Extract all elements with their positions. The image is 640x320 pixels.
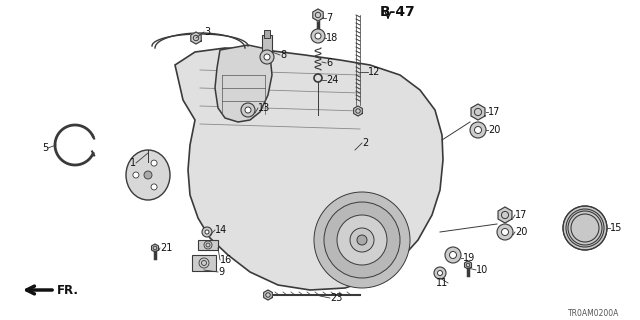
Text: 21: 21	[160, 243, 172, 253]
Polygon shape	[354, 106, 362, 116]
Circle shape	[314, 192, 410, 288]
Bar	[264, 30, 270, 38]
Circle shape	[260, 50, 274, 64]
Circle shape	[357, 235, 367, 245]
Circle shape	[133, 172, 139, 178]
Circle shape	[205, 230, 209, 234]
Circle shape	[151, 184, 157, 190]
Polygon shape	[175, 48, 443, 290]
Text: 8: 8	[280, 50, 286, 60]
Text: 19: 19	[463, 253, 476, 263]
Text: FR.: FR.	[57, 284, 79, 297]
Circle shape	[434, 267, 446, 279]
Polygon shape	[191, 32, 201, 44]
Text: 10: 10	[476, 265, 488, 275]
Text: 20: 20	[515, 227, 527, 237]
Polygon shape	[215, 45, 272, 122]
Text: 17: 17	[515, 210, 527, 220]
Circle shape	[202, 227, 212, 237]
Text: 16: 16	[220, 255, 232, 265]
Text: B-47: B-47	[380, 5, 416, 19]
Circle shape	[144, 171, 152, 179]
Circle shape	[315, 33, 321, 39]
Bar	[198, 240, 218, 250]
Circle shape	[449, 252, 456, 259]
Text: 2: 2	[362, 138, 368, 148]
Circle shape	[245, 107, 251, 113]
Circle shape	[502, 228, 509, 236]
Circle shape	[497, 224, 513, 240]
Text: 1: 1	[130, 158, 136, 168]
Circle shape	[264, 54, 270, 60]
Circle shape	[241, 103, 255, 117]
Circle shape	[350, 228, 374, 252]
Polygon shape	[313, 9, 323, 21]
Circle shape	[445, 247, 461, 263]
Text: 9: 9	[218, 267, 224, 277]
Text: 5: 5	[42, 143, 48, 153]
Text: 13: 13	[258, 103, 270, 113]
Text: 17: 17	[488, 107, 500, 117]
Circle shape	[337, 215, 387, 265]
Text: 18: 18	[326, 33, 339, 43]
Text: 12: 12	[368, 67, 380, 77]
Text: 14: 14	[215, 225, 227, 235]
Polygon shape	[498, 207, 512, 223]
Circle shape	[438, 270, 442, 276]
Polygon shape	[471, 104, 485, 120]
Bar	[262, 35, 272, 57]
Polygon shape	[152, 244, 159, 252]
Polygon shape	[264, 290, 273, 300]
Circle shape	[563, 206, 607, 250]
Text: TR0AM0200A: TR0AM0200A	[568, 309, 620, 318]
Circle shape	[311, 29, 325, 43]
Text: 24: 24	[326, 75, 339, 85]
Polygon shape	[465, 261, 472, 269]
Bar	[192, 255, 216, 271]
Text: 7: 7	[326, 13, 332, 23]
Text: 23: 23	[330, 293, 342, 303]
Text: 11: 11	[436, 278, 448, 288]
Ellipse shape	[126, 150, 170, 200]
Text: 3: 3	[204, 27, 210, 37]
Text: 6: 6	[326, 58, 332, 68]
Circle shape	[151, 160, 157, 166]
Circle shape	[324, 202, 400, 278]
Text: 20: 20	[488, 125, 500, 135]
Circle shape	[470, 122, 486, 138]
Text: 15: 15	[610, 223, 622, 233]
Circle shape	[474, 126, 481, 133]
